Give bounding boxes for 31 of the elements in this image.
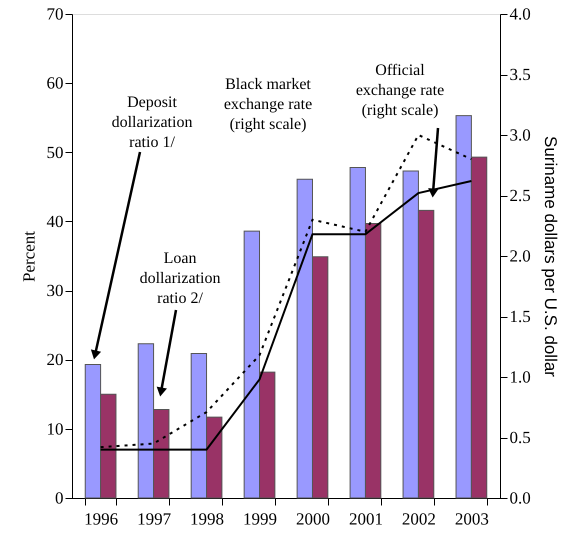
- x-tick-label: 1999: [243, 510, 278, 528]
- x-tick-label: 1998: [190, 510, 224, 528]
- x-tick-label: 2000: [296, 510, 330, 528]
- x-tick-label: 2001: [348, 510, 383, 528]
- y-tick-label: 10: [46, 419, 64, 438]
- y-tick-label: 30: [46, 281, 64, 300]
- y2-tick-label: 1.0: [510, 368, 531, 386]
- annotation: Deposit dollarization ratio 1/: [112, 94, 192, 151]
- y2-tick-label: 1.5: [510, 307, 531, 326]
- x-tick-label: 2002: [402, 510, 436, 528]
- y2-tick-label: 2.0: [510, 246, 531, 266]
- y2-tick-label: 0.5: [510, 428, 531, 447]
- y-tick-label: 70: [46, 4, 64, 24]
- y-tick-label: 60: [46, 74, 64, 93]
- y2-axis-title: Suriname dollars per U.S. dollar: [540, 136, 560, 378]
- y2-tick-label: 3.5: [510, 65, 531, 84]
- y-axis-title: Percent: [20, 230, 38, 282]
- annotation: Loan dollarization ratio 2/: [140, 250, 220, 307]
- y2-tick-label: 3.0: [510, 126, 531, 144]
- y2-tick-label: 4.0: [510, 4, 531, 24]
- y-tick-label: 0: [55, 488, 64, 508]
- x-tick-label: 2003: [454, 510, 489, 528]
- annotation: Black market exchange rate (right scale): [224, 76, 312, 133]
- y-tick-label: 50: [46, 142, 64, 162]
- y2-tick-label: 2.5: [510, 186, 531, 205]
- annotation: Official exchange rate (right scale): [356, 62, 444, 119]
- y2-tick-label: 0.0: [510, 488, 531, 508]
- x-tick-label: 1997: [137, 510, 172, 528]
- y-tick-label: 40: [46, 212, 64, 231]
- y-tick-label: 20: [46, 350, 64, 370]
- x-tick-label: 1996: [84, 510, 118, 528]
